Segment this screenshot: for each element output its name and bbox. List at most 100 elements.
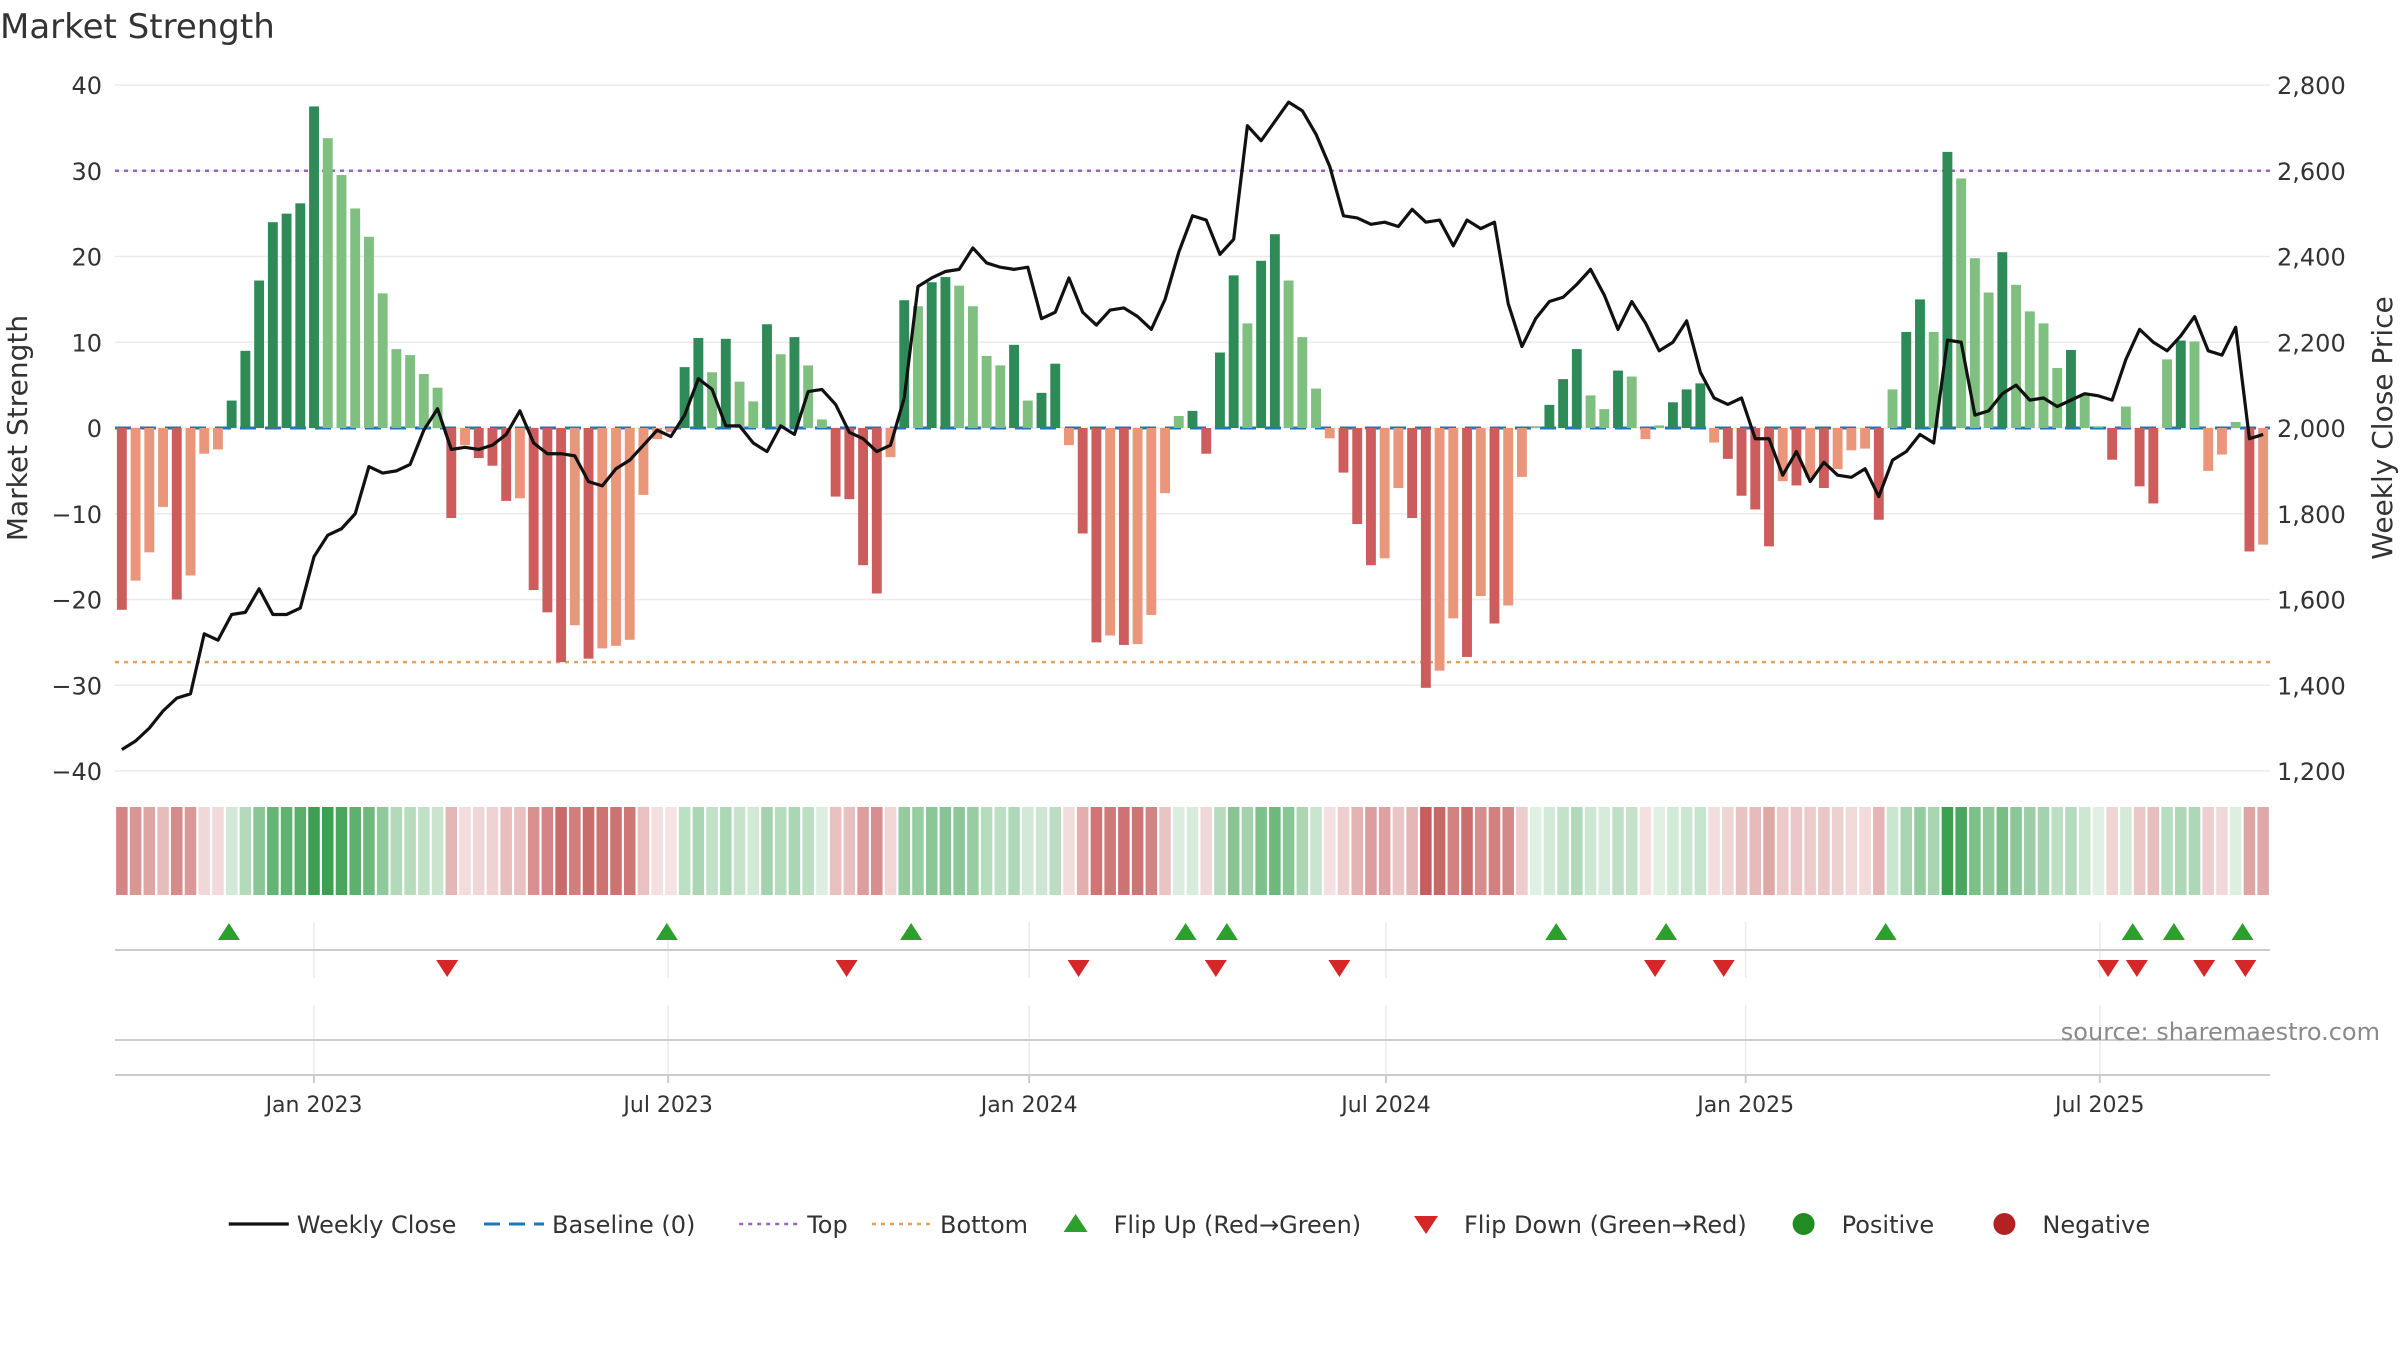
strength-bar — [363, 236, 374, 428]
heat-cell — [994, 807, 1007, 895]
heat-cell — [431, 807, 444, 895]
heat-cell — [527, 807, 540, 895]
heat-cell — [1131, 807, 1144, 895]
flip-up-marker — [2231, 923, 2254, 940]
heat-cell — [1708, 807, 1720, 895]
legend-item: Baseline (0) — [484, 1211, 695, 1239]
strength-bar — [1448, 428, 1459, 619]
heat-cell — [514, 807, 526, 895]
heat-cell — [1557, 807, 1569, 895]
heat-cell — [1529, 807, 1542, 895]
strength-bar — [473, 428, 484, 459]
strength-bar — [199, 428, 210, 454]
x-tick-label: Jan 2025 — [1695, 1093, 1794, 1118]
strength-bar — [1050, 363, 1061, 428]
strength-bar — [789, 337, 800, 428]
heat-cell — [445, 807, 458, 895]
legend-label: Flip Up (Red→Green) — [1114, 1211, 1362, 1239]
strength-bar — [295, 203, 306, 428]
strength-bar — [336, 175, 347, 428]
strength-bar — [2162, 359, 2172, 428]
right-tick-label: 2,000 — [2277, 415, 2346, 443]
strength-bar — [1352, 428, 1363, 525]
heat-cell — [472, 807, 485, 895]
strength-bar — [391, 349, 402, 428]
heat-cell — [1090, 807, 1103, 895]
heat-cell — [2229, 807, 2242, 895]
heat-cell — [1433, 807, 1446, 895]
flip-up-marker — [655, 923, 678, 940]
flip-down-marker — [835, 960, 858, 977]
heat-cell — [788, 807, 801, 895]
heat-cell — [692, 807, 705, 895]
heat-cell — [1996, 807, 2009, 895]
strength-bar — [1791, 428, 1802, 486]
strength-bar — [1242, 323, 1253, 428]
legend-item: Bottom — [872, 1211, 1028, 1239]
strength-bar — [2189, 341, 2200, 428]
strength-bar — [1009, 344, 1019, 428]
strength-bar — [624, 428, 635, 640]
strength-bar — [1297, 337, 1308, 428]
flip-up-marker — [1215, 923, 1238, 940]
x-tick-label: Jul 2023 — [621, 1093, 713, 1118]
flip-down-marker — [1712, 960, 1735, 977]
strength-bar — [1118, 428, 1129, 645]
strength-bar — [2134, 428, 2145, 487]
heat-cell — [720, 807, 732, 895]
strength-bar — [2203, 428, 2214, 471]
left-tick-label: 20 — [71, 244, 102, 272]
heat-cell — [1873, 807, 1885, 895]
strength-bar — [597, 428, 608, 649]
heat-cell — [884, 807, 897, 895]
heat-cell — [596, 807, 609, 895]
strength-bar — [446, 428, 457, 519]
strength-bar — [322, 138, 333, 429]
heat-cell — [1845, 807, 1858, 895]
strength-bar — [1036, 392, 1047, 428]
heat-cell — [2161, 807, 2173, 895]
strength-bar — [2258, 428, 2269, 545]
strength-bar — [569, 428, 580, 626]
heat-cell — [1735, 807, 1748, 895]
strength-bar — [2011, 284, 2022, 428]
heat-cell — [486, 807, 499, 895]
heat-cell — [2010, 807, 2022, 895]
strength-bar — [611, 428, 621, 646]
strength-bar — [940, 277, 951, 428]
strength-bar — [1228, 275, 1239, 428]
strength-bar — [350, 208, 361, 428]
flip-down-marker — [2097, 960, 2120, 977]
strength-bar — [1997, 252, 2008, 428]
strength-bar — [899, 300, 910, 428]
strength-bar — [1805, 428, 1816, 478]
x-tick-label: Jan 2024 — [979, 1093, 1078, 1118]
heat-cell — [1310, 807, 1322, 895]
weekly-close-line — [121, 100, 2264, 751]
heat-cell — [2092, 807, 2105, 895]
flip-down-marker — [1328, 960, 1351, 977]
legend-swatch-triangle-up — [1063, 1214, 1088, 1232]
heat-cell — [1625, 807, 1638, 895]
heat-cell — [459, 807, 471, 895]
heat-cell — [1653, 807, 1665, 895]
right-tick-label: 1,400 — [2277, 672, 2346, 700]
strength-bar — [1860, 428, 1871, 449]
heat-cell — [1927, 807, 1940, 895]
strength-bar — [171, 428, 182, 600]
heat-cell — [1955, 807, 1967, 895]
strength-bar — [638, 428, 649, 495]
strength-bar — [1571, 349, 1582, 428]
heat-cell — [294, 807, 307, 895]
strength-bar — [1709, 428, 1720, 443]
strength-bar — [2093, 426, 2104, 428]
strength-bar — [775, 354, 786, 428]
heat-cell — [939, 807, 952, 895]
strength-bar — [1640, 428, 1651, 440]
heat-cell — [1035, 807, 1048, 895]
strength-bar — [377, 293, 388, 428]
heat-cell — [1749, 807, 1762, 895]
heat-cell — [1296, 807, 1309, 895]
heat-cell — [335, 807, 348, 895]
legend-item: Flip Up (Red→Green) — [1063, 1211, 1362, 1239]
